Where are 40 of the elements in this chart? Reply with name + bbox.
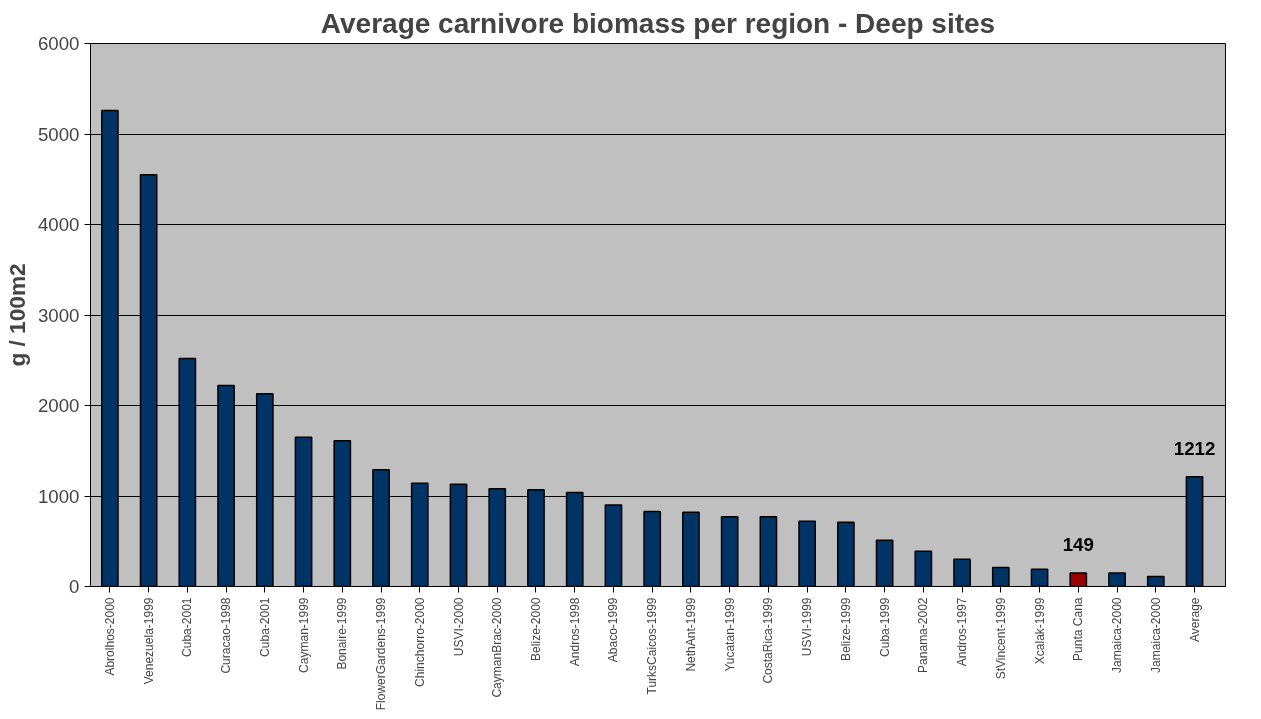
y-tick-label: 2000 [38, 395, 80, 416]
x-tick-label: Belize-2000 [528, 597, 543, 661]
x-tick-label: Andros-1998 [567, 597, 582, 667]
x-tick-label: Punta Cana [1071, 597, 1086, 661]
x-tick-label: StVincent-1999 [993, 597, 1008, 680]
x-tick-label: Chinchorro-2000 [412, 597, 427, 687]
x-tick-label: Jamaica-2000 [1148, 597, 1163, 673]
x-tick-label: Cuba-2001 [180, 597, 195, 657]
x-tick-label: FlowerGardens-1999 [374, 597, 389, 711]
data-label: 1212 [1173, 437, 1216, 459]
x-tick-label: Bonaire-1999 [335, 597, 350, 670]
x-tick-label: Belize-1999 [838, 597, 853, 661]
chart-title: Average carnivore biomass per region - Deep sites [320, 7, 996, 39]
x-tick-label: Venezuela-1999 [141, 597, 156, 685]
x-tick-label: USVI-2000 [451, 597, 466, 657]
x-tick-label: Abrolhos-2000 [102, 597, 117, 676]
x-tick-label: Andros-1997 [955, 597, 970, 667]
x-tick-label: Xcalak-1999 [1032, 597, 1047, 665]
y-axis-title: g / 100m2 [4, 263, 30, 367]
x-tick-label: Jamaica-2000 [1110, 597, 1125, 673]
x-tick-label: CostaRica-1999 [761, 597, 776, 684]
x-tick-label: USVI-1999 [800, 597, 815, 657]
y-tick-label: 4000 [38, 214, 80, 235]
x-tick-label: Yucatan-1999 [722, 597, 737, 672]
data-label: 149 [1062, 534, 1094, 556]
y-tick-label: 0 [69, 576, 80, 597]
y-tick-label: 6000 [38, 33, 80, 54]
x-tick-label: CaymanBrac-2000 [490, 597, 505, 698]
x-tick-label: Curacao-1998 [219, 597, 234, 674]
x-tick-label: Abaco-1999 [606, 597, 621, 663]
x-tick-label: Panama-2002 [916, 597, 931, 673]
x-tick-label: TurksCaicos-1999 [645, 597, 660, 695]
x-tick-label: NethAnt-1999 [683, 597, 698, 672]
x-tick-label: Average [1187, 597, 1202, 642]
x-tick-label: Cayman-1999 [296, 597, 311, 673]
x-tick-label: Cuba-2001 [257, 597, 272, 657]
y-tick-label: 5000 [38, 123, 80, 145]
y-tick-label: 3000 [38, 304, 80, 326]
x-tick-label: Cuba-1999 [877, 597, 892, 657]
y-tick-label: 1000 [38, 485, 80, 507]
